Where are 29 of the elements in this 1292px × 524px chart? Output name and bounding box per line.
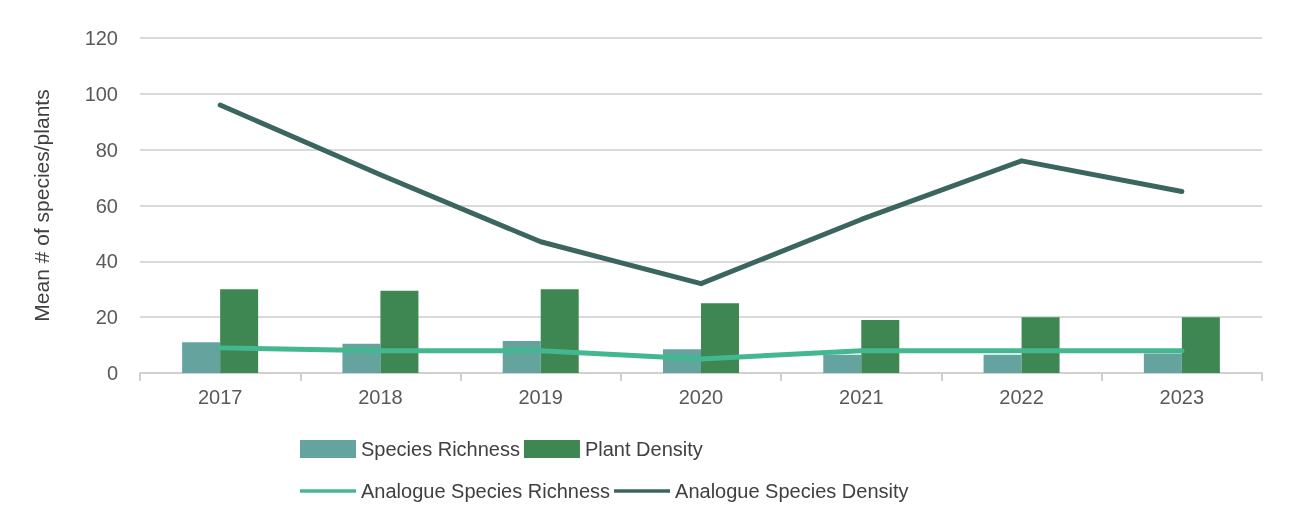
- x-tick-label: 2017: [197, 386, 243, 408]
- bar: [983, 354, 1022, 373]
- x-tick-label: 2019: [518, 386, 563, 408]
- y-axis-title: Mean # of species/plants: [30, 89, 53, 322]
- x-tick-label: 2020: [678, 386, 724, 408]
- bar: [220, 289, 259, 373]
- legend-label: Species Richness: [361, 438, 520, 460]
- bar: [380, 290, 419, 373]
- x-tick-label: 2022: [999, 386, 1044, 408]
- bar: [701, 303, 739, 373]
- x-tick-label: 2021: [839, 386, 884, 408]
- y-tick-label: 0: [106, 362, 118, 384]
- y-tick-label: 20: [95, 306, 118, 329]
- bar: [823, 354, 862, 373]
- x-tick-label: 2023: [1159, 386, 1205, 408]
- legend-label: Analogue Species Density: [675, 480, 909, 502]
- y-tick-label: 120: [84, 27, 118, 49]
- y-tick-label: 40: [95, 250, 118, 273]
- legend-label: Analogue Species Richness: [361, 480, 611, 502]
- bar: [1181, 317, 1220, 373]
- legend-label: Plant Density: [584, 438, 703, 460]
- bar: [1143, 353, 1182, 373]
- x-tick-label: 2018: [358, 386, 403, 408]
- bar: [861, 319, 900, 373]
- y-tick-label: 80: [95, 138, 118, 161]
- y-tick-label: 60: [95, 194, 118, 217]
- bar: [540, 289, 579, 373]
- y-tick-label: 100: [84, 82, 118, 105]
- bar: [182, 342, 221, 373]
